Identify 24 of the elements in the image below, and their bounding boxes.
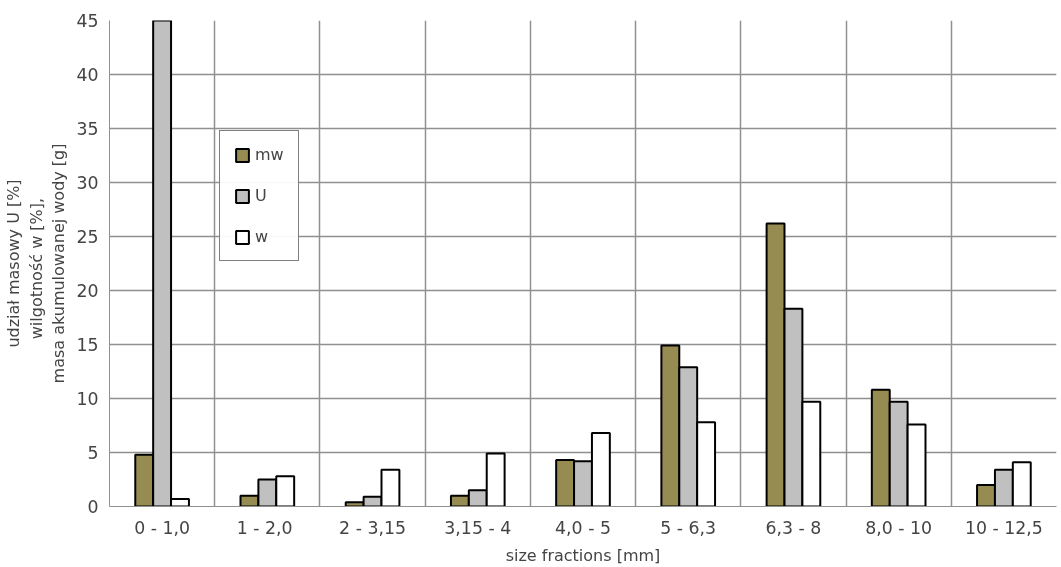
y-tick-label: 45 bbox=[76, 11, 99, 31]
x-tick-label: 0 - 1,0 bbox=[134, 517, 191, 538]
x-tick-label: 3,15 - 4 bbox=[444, 517, 512, 538]
y-tick-label: 15 bbox=[76, 335, 99, 355]
y-tick-label: 10 bbox=[76, 389, 99, 409]
x-tick-label: 4,0 - 5 bbox=[555, 517, 611, 538]
x-tick-label: 8,0 - 10 bbox=[865, 517, 933, 538]
x-axis-title: size fractions [mm] bbox=[505, 545, 661, 565]
legend-label: w bbox=[255, 227, 270, 246]
x-tick-label: 5 - 6,3 bbox=[660, 517, 717, 538]
legend-label: mw bbox=[255, 145, 284, 164]
x-tick-label: 10 - 12,5 bbox=[964, 517, 1043, 538]
x-tick-label: 6,3 - 8 bbox=[765, 517, 822, 538]
y-tick-label: 30 bbox=[76, 173, 99, 193]
y-tick-label: 20 bbox=[76, 281, 99, 301]
y-tick-label: 35 bbox=[76, 119, 99, 139]
y-tick-label: 5 bbox=[87, 443, 99, 463]
y-tick-label: 0 bbox=[87, 497, 99, 517]
y-tick-label: 25 bbox=[76, 227, 99, 247]
y-tick-label: 40 bbox=[76, 65, 99, 85]
x-tick-label: 2 - 3,15 bbox=[339, 517, 407, 538]
y-axis-title: udział masowy U [%] wilgotność w [%], masa akumulowanej wody [g] bbox=[3, 143, 69, 384]
legend-label: U bbox=[255, 186, 268, 205]
x-tick-label: 1 - 2,0 bbox=[236, 517, 293, 538]
